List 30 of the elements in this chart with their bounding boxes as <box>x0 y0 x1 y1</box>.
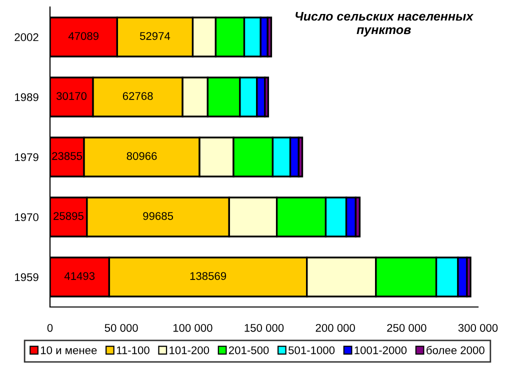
y-tick-label: 1959 <box>15 273 38 282</box>
y-tick-label: 1979 <box>15 153 38 162</box>
x-tick-label: 100 000 <box>173 324 212 332</box>
legend-label: 501-1000 <box>288 346 335 354</box>
data-label: 25895 <box>54 212 84 220</box>
text: Число сельских населенных пунктов <box>296 12 474 37</box>
legend-label: 10 и менее <box>40 346 97 354</box>
data-label: 47089 <box>68 32 99 40</box>
x-tick-label: 150 000 <box>244 324 284 332</box>
data-label: 80966 <box>126 152 157 160</box>
y-tick-label: 1989 <box>15 93 38 102</box>
legend-label: 201-500 <box>228 346 269 354</box>
y-tick-label: 1970 <box>15 213 38 222</box>
x-tick-label: 200 000 <box>316 324 355 332</box>
data-label: 41493 <box>64 272 95 280</box>
x-tick-label: 0 <box>47 324 53 332</box>
x-tick-label: 300 000 <box>458 324 498 332</box>
y-tick-label: 2002 <box>14 33 38 42</box>
x-tick-label: 250 000 <box>387 324 426 332</box>
data-label: 62768 <box>122 92 153 100</box>
data-label: 138569 <box>190 272 226 280</box>
legend-label: 101-200 <box>170 346 210 354</box>
legend-label: 1001-2000 <box>354 346 407 354</box>
data-label: 52974 <box>140 32 170 40</box>
x-tick-label: 50 000 <box>104 324 138 332</box>
data-label: 99685 <box>143 212 174 220</box>
data-label: 23855 <box>52 152 82 160</box>
legend-label: 11-100 <box>116 346 150 354</box>
legend-label: более 2000 <box>426 346 484 354</box>
data-label: 30170 <box>56 92 87 100</box>
